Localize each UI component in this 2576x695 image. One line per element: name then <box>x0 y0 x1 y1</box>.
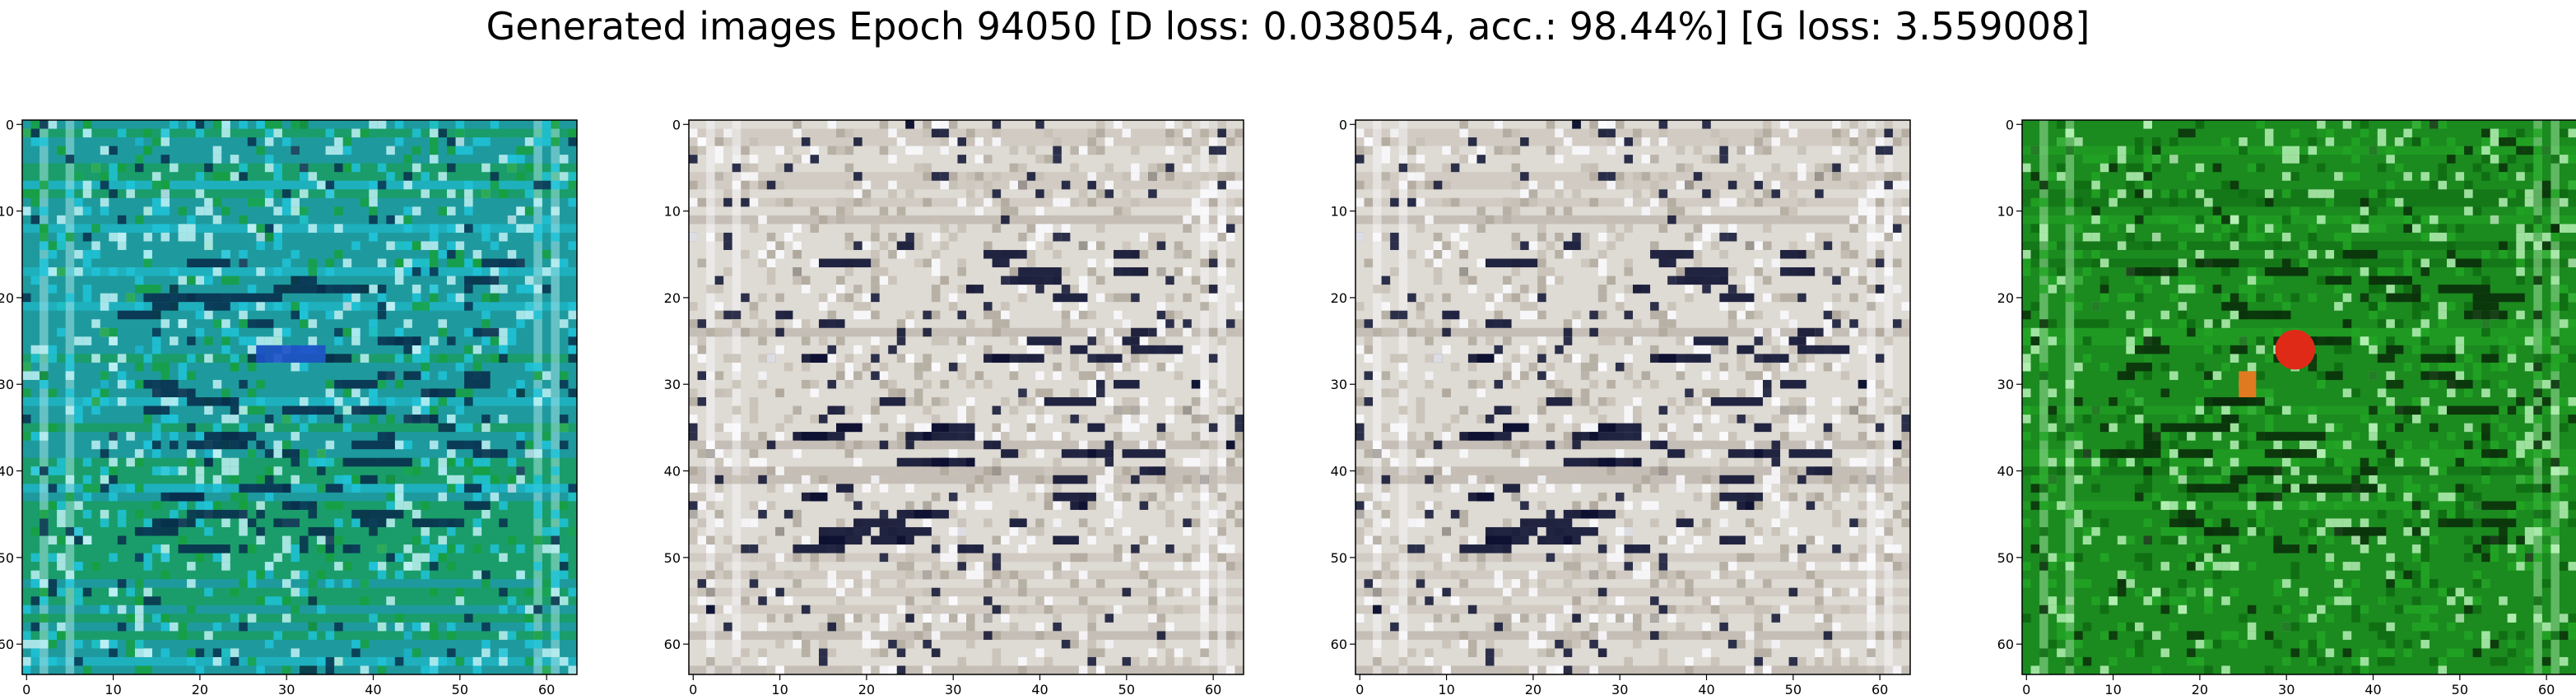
x-tick-label: 30 <box>278 682 295 695</box>
y-tick-label: 60 <box>0 637 14 652</box>
y-tick-label: 50 <box>664 550 681 566</box>
x-tick-label: 50 <box>2452 682 2468 695</box>
y-tick-label: 10 <box>664 204 681 220</box>
y-tick-label: 30 <box>1997 377 2014 392</box>
figure-title: Generated images Epoch 94050 [D loss: 0.… <box>486 4 2090 49</box>
x-tick-label: 0 <box>22 682 30 695</box>
x-tick-label: 30 <box>2278 682 2295 695</box>
image-panel-2: 0 10 20 30 40 50 60 0 10 20 30 40 50 60 <box>664 117 1244 695</box>
x-tick-label: 40 <box>1698 682 1714 695</box>
x-tick-label: 50 <box>452 682 468 695</box>
x-tick-label: 60 <box>2538 682 2555 695</box>
x-tick-label: 60 <box>538 682 555 695</box>
x-tick-label: 40 <box>1031 682 1048 695</box>
x-tick-label: 50 <box>1785 682 1802 695</box>
y-tick-label: 40 <box>1997 464 2014 480</box>
x-tick-label: 10 <box>771 682 788 695</box>
x-tick-label: 20 <box>192 682 208 695</box>
y-tick-label: 50 <box>0 550 14 566</box>
y-tick-label: 0 <box>6 117 14 132</box>
y-tick-label: 40 <box>1331 464 1347 480</box>
x-tick-label: 10 <box>2104 682 2121 695</box>
y-tick-label: 20 <box>0 290 14 306</box>
y-tick-label: 20 <box>1997 290 2014 306</box>
y-tick-label: 20 <box>664 290 681 306</box>
x-tick-label: 0 <box>2022 682 2030 695</box>
x-tick-label: 10 <box>1438 682 1454 695</box>
x-tick-label: 0 <box>689 682 697 695</box>
x-tick-label: 60 <box>1872 682 1888 695</box>
x-tick-label: 50 <box>1118 682 1135 695</box>
x-tick-label: 30 <box>945 682 961 695</box>
y-tick-label: 30 <box>1331 377 1347 392</box>
y-tick-label: 0 <box>672 117 681 132</box>
x-tick-label: 0 <box>1355 682 1364 695</box>
image-panel-1-pixels <box>22 120 577 674</box>
x-tick-label: 20 <box>1525 682 1541 695</box>
image-panel-2-frame <box>688 119 1244 675</box>
image-panel-1: 0 10 20 30 40 50 60 0 10 20 30 40 50 60 <box>0 117 578 695</box>
x-tick-label: 40 <box>365 682 381 695</box>
y-tick-label: 60 <box>664 637 681 652</box>
y-tick-label: 10 <box>1997 204 2014 220</box>
y-tick-label: 0 <box>1339 117 1347 132</box>
x-tick-label: 30 <box>1611 682 1628 695</box>
x-tick-label: 20 <box>2192 682 2208 695</box>
y-tick-label: 10 <box>0 204 14 220</box>
y-tick-label: 20 <box>1331 290 1347 306</box>
y-tick-label: 60 <box>1997 637 2014 652</box>
image-panel-4-frame <box>2021 119 2576 675</box>
y-tick-label: 50 <box>1331 550 1347 566</box>
image-panel-1-frame <box>21 119 578 675</box>
y-tick-label: 10 <box>1331 204 1347 220</box>
image-panel-4-pixels <box>2022 120 2576 674</box>
x-tick-label: 60 <box>1205 682 1221 695</box>
image-panel-3-frame <box>1355 119 1911 675</box>
image-panel-3: 0 10 20 30 40 50 60 0 10 20 30 40 50 60 <box>1331 117 1911 695</box>
image-panel-2-pixels <box>689 120 1244 674</box>
y-tick-label: 50 <box>1997 550 2014 566</box>
y-tick-label: 30 <box>664 377 681 392</box>
x-tick-label: 20 <box>858 682 875 695</box>
y-tick-label: 60 <box>1331 637 1347 652</box>
y-tick-label: 40 <box>0 464 14 480</box>
y-tick-label: 40 <box>664 464 681 480</box>
x-tick-label: 40 <box>2364 682 2381 695</box>
x-tick-label: 10 <box>105 682 121 695</box>
y-tick-label: 0 <box>2006 117 2014 132</box>
image-panel-4: 0 10 20 30 40 50 60 0 10 20 30 40 50 60 <box>1997 117 2576 695</box>
y-tick-label: 30 <box>0 377 14 392</box>
image-panel-3-pixels <box>1355 120 1910 674</box>
